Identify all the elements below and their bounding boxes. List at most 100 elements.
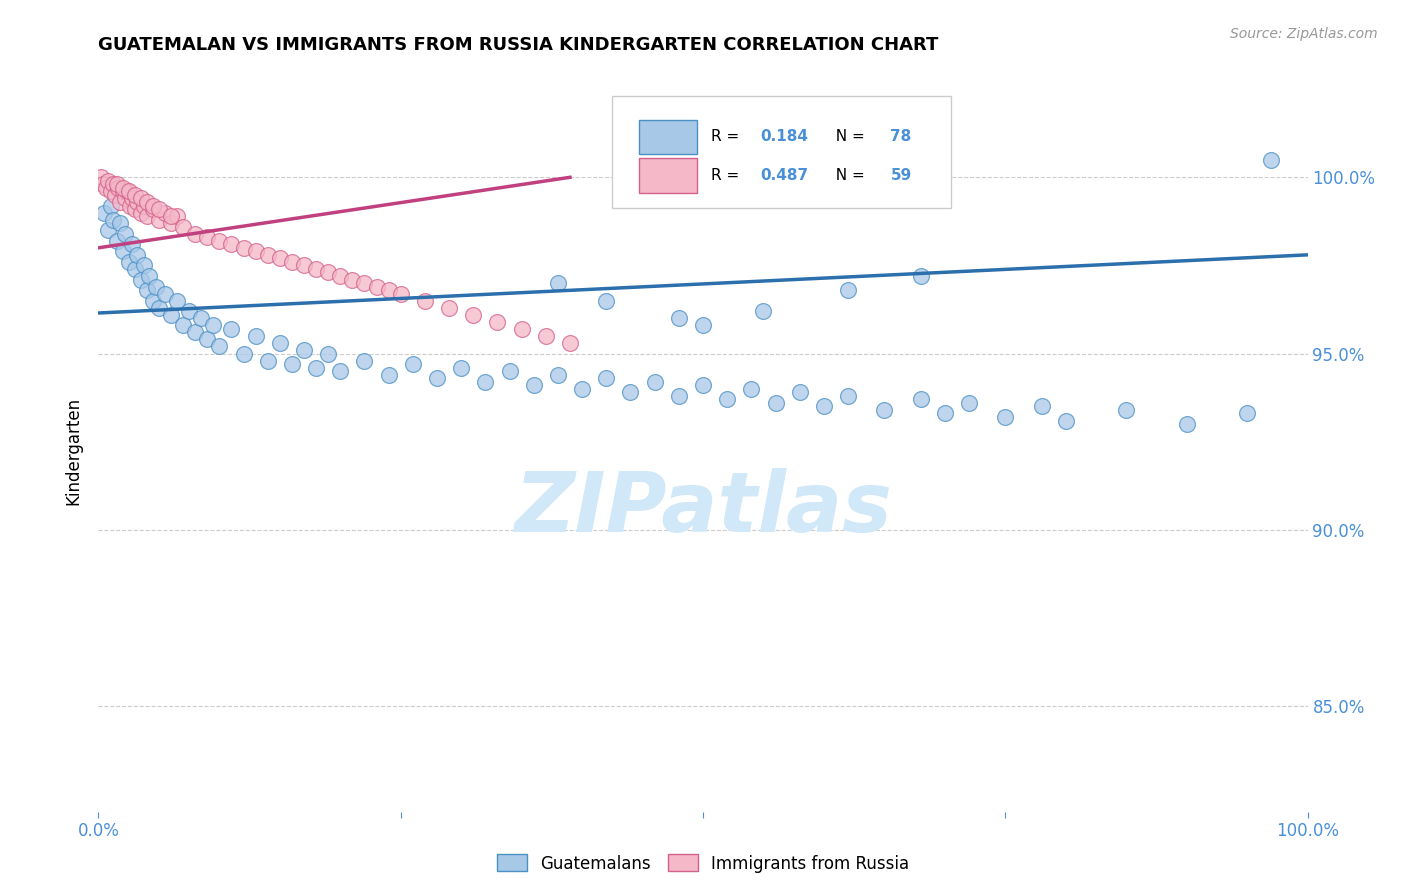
Point <box>184 326 207 340</box>
Legend: Guatemalans, Immigrants from Russia: Guatemalans, Immigrants from Russia <box>491 847 915 880</box>
Point <box>153 205 176 219</box>
Point <box>153 286 176 301</box>
Point <box>523 378 546 392</box>
Point <box>558 335 581 350</box>
Point <box>97 174 120 188</box>
Point <box>498 364 520 378</box>
Point <box>813 400 835 414</box>
Point <box>221 322 243 336</box>
Point <box>463 308 485 322</box>
Point <box>837 389 859 403</box>
Point <box>108 216 131 230</box>
Point <box>329 364 352 378</box>
Point <box>342 272 364 286</box>
Point <box>124 188 146 202</box>
Point <box>127 194 149 209</box>
Point <box>1236 407 1258 421</box>
Point <box>190 311 212 326</box>
Point <box>179 304 201 318</box>
Point <box>474 375 496 389</box>
Point <box>118 255 141 269</box>
Point <box>184 227 207 241</box>
Point <box>510 322 533 336</box>
Point <box>101 178 124 192</box>
Point <box>121 237 143 252</box>
Point <box>148 212 170 227</box>
Text: 0.487: 0.487 <box>759 168 808 183</box>
Point <box>91 178 114 192</box>
Point <box>232 346 254 360</box>
Text: GUATEMALAN VS IMMIGRANTS FROM RUSSIA KINDERGARTEN CORRELATION CHART: GUATEMALAN VS IMMIGRANTS FROM RUSSIA KIN… <box>98 36 939 54</box>
Text: ZIPatlas: ZIPatlas <box>515 467 891 549</box>
Text: 59: 59 <box>890 168 911 183</box>
Point <box>105 178 128 192</box>
Point <box>172 219 194 234</box>
Point <box>994 409 1017 424</box>
Point <box>129 191 152 205</box>
Point <box>595 293 617 308</box>
Point <box>111 185 134 199</box>
Point <box>595 371 617 385</box>
Text: R =: R = <box>711 168 745 183</box>
Point <box>1260 153 1282 167</box>
Point <box>118 185 141 199</box>
Point <box>166 209 188 223</box>
FancyBboxPatch shape <box>638 158 697 193</box>
Point <box>104 188 127 202</box>
Point <box>245 329 267 343</box>
Point <box>366 279 388 293</box>
Point <box>740 382 762 396</box>
Point <box>450 360 472 375</box>
Point <box>256 248 278 262</box>
Point <box>90 170 112 185</box>
Point <box>1054 413 1077 427</box>
Text: 0.184: 0.184 <box>759 129 808 145</box>
Point <box>202 318 225 333</box>
Point <box>208 234 231 248</box>
Point <box>437 301 460 315</box>
Point <box>692 378 714 392</box>
Point <box>910 392 932 407</box>
Text: Source: ZipAtlas.com: Source: ZipAtlas.com <box>1230 27 1378 41</box>
Point <box>118 198 141 212</box>
Point <box>135 209 157 223</box>
Point <box>413 293 436 308</box>
Point <box>134 198 156 212</box>
Point <box>100 198 122 212</box>
Point <box>305 360 328 375</box>
Point <box>148 301 170 315</box>
Point <box>160 216 183 230</box>
Point <box>402 357 425 371</box>
Point <box>329 268 352 283</box>
Point <box>281 357 304 371</box>
Point <box>117 185 139 199</box>
Point <box>668 311 690 326</box>
Point <box>195 333 218 347</box>
Point <box>765 396 787 410</box>
Point <box>111 244 134 259</box>
Point <box>692 318 714 333</box>
Point <box>281 255 304 269</box>
Point <box>534 329 557 343</box>
Point <box>97 223 120 237</box>
Point <box>837 283 859 297</box>
Point <box>426 371 449 385</box>
Point <box>256 353 278 368</box>
Point <box>571 382 593 396</box>
Point <box>93 205 115 219</box>
Point <box>910 268 932 283</box>
Point <box>269 335 291 350</box>
Point <box>353 353 375 368</box>
Point <box>957 396 980 410</box>
FancyBboxPatch shape <box>638 120 697 154</box>
Point <box>195 230 218 244</box>
Point <box>100 185 122 199</box>
Point <box>316 265 339 279</box>
Point <box>353 276 375 290</box>
Point <box>107 181 129 195</box>
Point <box>114 227 136 241</box>
Point <box>134 259 156 273</box>
Point <box>1115 403 1137 417</box>
Point <box>142 198 165 212</box>
Point <box>135 194 157 209</box>
